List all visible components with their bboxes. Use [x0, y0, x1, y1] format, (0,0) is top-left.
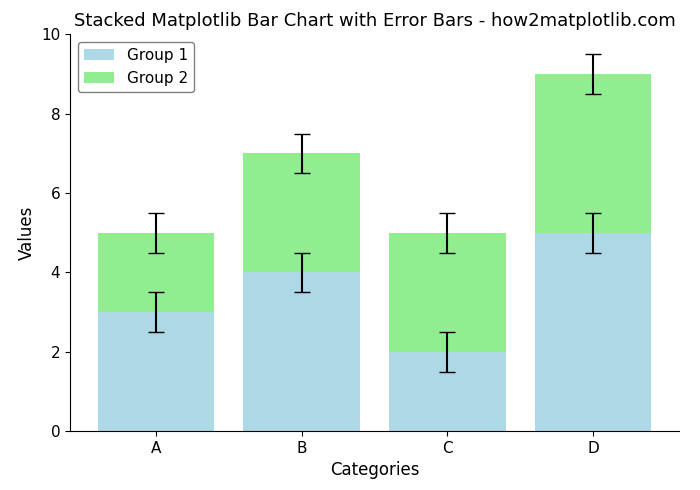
- Legend: Group 1, Group 2: Group 1, Group 2: [78, 42, 194, 92]
- Bar: [98, 312, 214, 431]
- Title: Stacked Matplotlib Bar Chart with Error Bars - how2matplotlib.com: Stacked Matplotlib Bar Chart with Error …: [74, 12, 676, 30]
- Y-axis label: Values: Values: [18, 206, 36, 260]
- Bar: [535, 74, 651, 233]
- Bar: [389, 233, 505, 352]
- Bar: [389, 352, 505, 431]
- Bar: [535, 233, 651, 431]
- Bar: [244, 272, 360, 431]
- Bar: [98, 233, 214, 312]
- Bar: [244, 153, 360, 272]
- X-axis label: Categories: Categories: [330, 462, 419, 480]
